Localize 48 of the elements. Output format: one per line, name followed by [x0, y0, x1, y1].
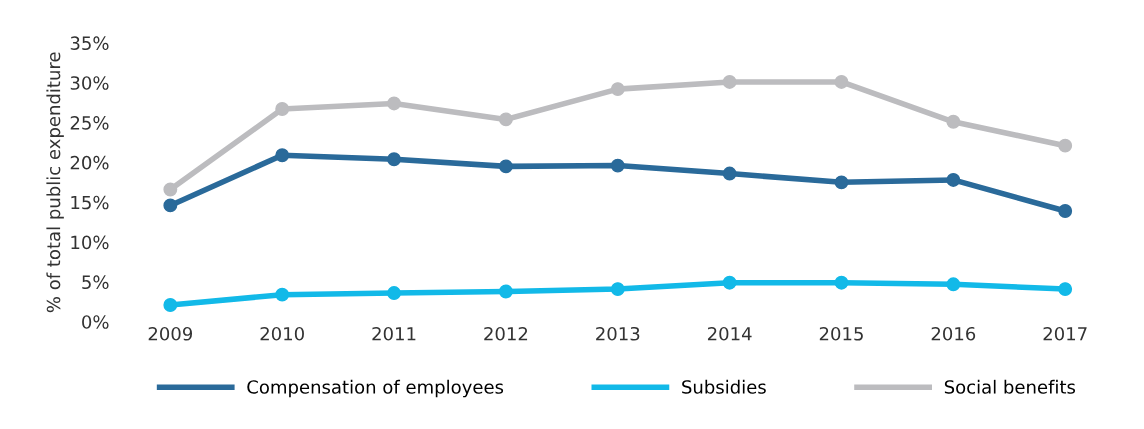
y-tick-label: 30% [70, 76, 109, 90]
point [722, 166, 737, 181]
x-tick-label: 2016 [931, 326, 976, 341]
x-tick-label: 2014 [707, 326, 752, 341]
point [610, 158, 625, 173]
legend-label: Subsidies [682, 379, 766, 394]
point [498, 284, 513, 299]
point [275, 102, 290, 116]
y-tick-label: 5% [82, 275, 109, 290]
point [610, 282, 625, 297]
x-tick-label: 2015 [819, 326, 863, 341]
x-tick-label: 2009 [148, 326, 193, 341]
point [946, 172, 961, 187]
point [387, 96, 401, 111]
x-tick-label: 2012 [484, 326, 528, 341]
point [387, 286, 401, 301]
point [946, 114, 961, 129]
point [498, 159, 513, 174]
y-axis-title: % of total public expenditure [46, 52, 64, 313]
point [387, 152, 401, 167]
legend-label: Compensation of employees [247, 379, 504, 398]
y-tick-label: 15% [71, 195, 109, 210]
point [163, 298, 178, 312]
point [610, 82, 625, 97]
point [834, 175, 849, 190]
y-tick-label: 0% [82, 315, 109, 329]
x-tick-label: 2010 [260, 326, 304, 341]
point [1058, 138, 1073, 153]
y-tick-label: 25% [70, 116, 109, 130]
x-tick-label: 2011 [372, 326, 416, 341]
point [834, 275, 849, 290]
point [722, 74, 737, 89]
y-tick-label: 10% [71, 235, 109, 250]
point [834, 74, 849, 89]
legend-label: Social benefits [944, 379, 1076, 394]
x-tick-label: 2017 [1043, 326, 1087, 341]
point [1058, 282, 1073, 297]
point [722, 275, 737, 290]
y-tick-label: 35% [70, 36, 109, 51]
x-tick-label: 2013 [596, 326, 640, 341]
point [275, 148, 290, 163]
point [1058, 204, 1073, 218]
point [163, 182, 178, 197]
point [163, 198, 178, 213]
point [946, 277, 961, 292]
y-tick-label: 20% [70, 155, 109, 170]
point [275, 287, 290, 302]
point [498, 112, 513, 127]
